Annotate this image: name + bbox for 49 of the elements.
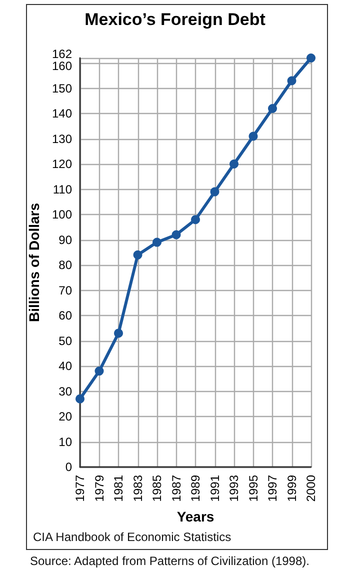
y-tick-label: 120 — [52, 157, 72, 172]
y-tick-label: 40 — [58, 359, 72, 374]
point — [287, 76, 296, 86]
y-tick-label: 110 — [52, 182, 72, 196]
y-tick-label: 160 — [52, 59, 72, 74]
x-tick-label: 1983 — [130, 474, 145, 502]
point — [76, 394, 84, 404]
y-tick-label: 150 — [52, 81, 72, 96]
x-tick-label: 1987 — [169, 474, 184, 502]
x-tick-label: 1993 — [227, 474, 241, 502]
point — [152, 238, 162, 247]
y-tick-label: 70 — [58, 283, 72, 298]
point — [268, 104, 277, 113]
x-tick-label: 1995 — [246, 474, 260, 502]
x-tick-label: 1991 — [208, 474, 222, 502]
point — [230, 160, 238, 169]
source-note: Source: Adapted from Patterns of Civilization (1998). — [30, 554, 310, 569]
y-tick-label: 10 — [58, 434, 72, 449]
y-tick-label: 140 — [52, 106, 72, 121]
point — [306, 54, 316, 62]
x-tick-label: 2000 — [304, 474, 318, 502]
point — [248, 132, 258, 141]
chart-title: Mexico’s Foreign Debt — [84, 10, 266, 29]
y-tick-label: 130 — [52, 132, 72, 146]
x-tick-label: 1989 — [188, 474, 202, 502]
point — [210, 187, 220, 196]
point — [172, 230, 181, 240]
x-tick-label: 1979 — [92, 474, 106, 502]
y-tick-label: 90 — [58, 232, 72, 247]
point — [191, 215, 200, 224]
y-tick-label: 0 — [65, 460, 72, 474]
text: CIA Handbook of Economic Statistics — [33, 530, 232, 544]
x-tick-label: 1999 — [284, 474, 299, 502]
point — [133, 250, 142, 260]
x-tick-label: 1977 — [73, 474, 87, 502]
x-axis-title: Years — [176, 508, 214, 525]
x-tick-label: 1985 — [150, 474, 164, 502]
x-tick-label: 1981 — [112, 474, 126, 502]
y-tick-label: 80 — [58, 258, 72, 272]
y-axis-title: Billions of Dollars — [26, 202, 42, 322]
point — [114, 328, 123, 338]
y-tick-label: 50 — [58, 334, 72, 348]
y-tick-label: 30 — [58, 384, 72, 398]
x-tick-label: 1997 — [266, 474, 280, 502]
y-tick-label: 100 — [52, 208, 72, 222]
y-tick-label: 20 — [58, 410, 72, 424]
point — [94, 366, 104, 376]
y-tick-label: 162 — [52, 47, 72, 61]
y-tick-label: 60 — [58, 308, 72, 323]
